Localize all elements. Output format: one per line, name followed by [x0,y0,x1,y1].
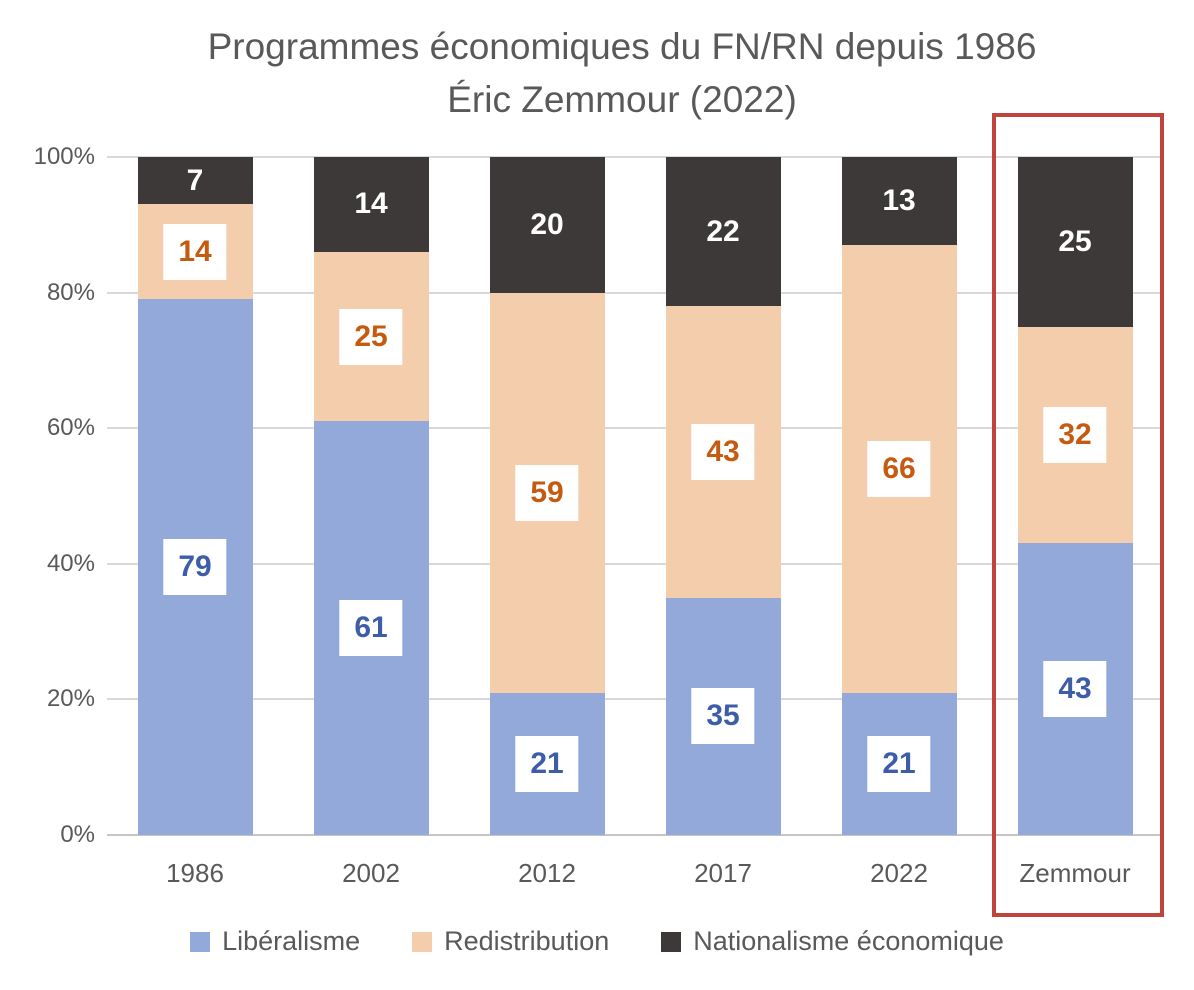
legend: Libéralisme Redistribution Nationalisme éc… [0,926,1194,957]
legend-label-nationalisme-economique: Nationalisme économique [693,926,1004,956]
y-axis-tick-label-100: 100% [33,143,95,170]
legend-swatch-redistribution [412,931,433,952]
data-label-redistribution-2002: 25 [339,308,403,365]
y-axis-tick-label-20: 20% [46,685,95,713]
data-label-nationalisme-economique-2012: 20 [530,207,564,241]
legend-label-liberalisme: Libéralisme [222,926,361,956]
legend-label-redistribution: Redistribution [444,926,610,956]
chart-title: Programmes économiques du FN/RN depuis 1… [0,20,1194,126]
bar-segment-nationalisme-economique-2002 [313,157,429,252]
gridline-80 [107,291,1163,294]
x-axis-label-2017: 2017 [694,858,752,888]
data-label-redistribution-2022: 66 [867,440,931,497]
gridline-20 [107,698,1163,701]
data-label-redistribution-1986: 14 [163,223,227,280]
x-axis-label-zemmour: Zemmour [1019,858,1131,888]
x-axis-label-2022: 2022 [870,858,928,888]
data-label-liberalisme-1986: 79 [163,539,227,596]
data-label-nationalisme-economique-2022: 13 [882,184,916,218]
data-label-redistribution-2017: 43 [691,423,755,480]
y-axis-tick-label-0: 0% [60,821,95,848]
gridline-40 [107,562,1163,565]
bar-segment-nationalisme-economique-2017 [665,157,781,307]
x-axis-label-2012: 2012 [518,858,576,888]
legend-item-liberalisme: Libéralisme [190,926,360,957]
chart-title-line1: Programmes économiques du FN/RN depuis 1… [207,26,1037,67]
bar-segment-nationalisme-economique-2022 [841,157,957,246]
legend-item-nationalisme-economique: Nationalisme économique [661,926,1004,957]
x-axis-line [107,834,1163,836]
data-label-redistribution-2012: 59 [515,464,579,521]
data-label-liberalisme-2017: 35 [691,688,755,745]
bar-segment-nationalisme-economique-2012 [489,157,605,293]
data-label-redistribution-zemmour: 32 [1043,406,1107,463]
bar-segment-nationalisme-economique-zemmour [1017,157,1133,327]
data-label-nationalisme-economique-1986: 7 [186,163,204,197]
legend-item-redistribution: Redistribution [412,926,609,957]
data-label-nationalisme-economique-zemmour: 25 [1058,224,1092,258]
gridline-60 [107,427,1163,430]
data-label-liberalisme-zemmour: 43 [1043,661,1107,718]
legend-swatch-nationalisme-economique [661,931,682,952]
data-label-nationalisme-economique-2002: 14 [354,187,388,221]
y-axis-tick-label-80: 80% [46,278,95,306]
gridline-100 [107,156,1163,158]
data-label-liberalisme-2022: 21 [867,735,931,792]
bar-segment-nationalisme-economique-1986 [137,157,253,205]
legend-swatch-liberalisme [190,931,211,952]
plot-area: 79 14 7 61 25 14 21 59 20 35 43 22 21 66 13 43 32 25 [107,156,1163,836]
data-label-nationalisme-economique-2017: 22 [706,214,740,248]
y-axis-tick-label-60: 60% [46,414,95,442]
data-label-liberalisme-2002: 61 [339,600,403,657]
y-axis-tick-label-40: 40% [46,549,95,577]
data-label-liberalisme-2012: 21 [515,735,579,792]
chart-title-line2: Éric Zemmour (2022) [447,79,797,120]
highlight-rect-zemmour [992,113,1164,917]
x-axis-label-2002: 2002 [342,858,400,888]
x-axis-label-1986: 1986 [166,858,224,888]
